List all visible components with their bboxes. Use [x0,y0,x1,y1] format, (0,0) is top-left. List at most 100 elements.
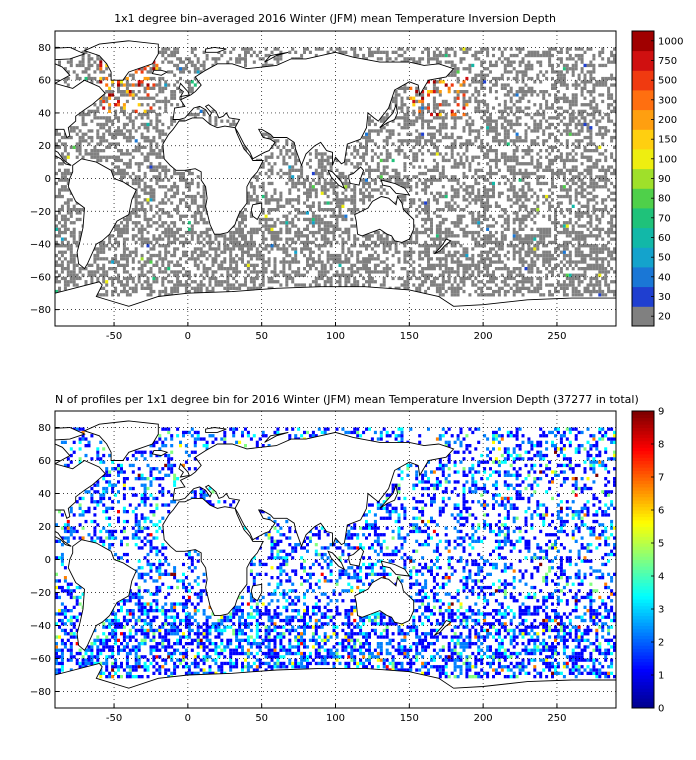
data-cell [182,67,185,71]
data-cell [122,162,126,166]
data-cell [462,267,466,271]
data-cell [533,142,537,146]
data-cell [492,53,495,58]
data-cell [229,247,233,251]
data-cell [503,129,507,133]
data-cell [117,227,120,231]
data-cell [512,276,516,281]
data-cell [474,50,478,54]
data-cell [474,283,478,287]
data-cell [412,119,416,123]
data-cell [297,178,301,182]
data-cell [217,57,221,61]
data-cell [580,204,584,208]
data-cell [311,224,315,228]
data-cell [515,149,519,153]
data-cell [300,165,304,169]
data-cell [397,145,401,149]
data-cell [187,194,191,199]
data-cell [244,217,247,222]
data-cell [279,198,283,202]
data-cell [297,230,301,235]
data-cell [474,139,478,143]
data-cell [489,171,492,176]
data-cell [300,53,304,58]
data-cell [503,119,507,123]
data-cell [55,224,58,228]
data-cell [143,175,147,179]
data-cell [122,224,126,228]
data-cell [137,90,141,94]
data-cell [131,93,135,97]
data-cell [574,286,578,290]
data-cell [551,191,554,195]
data-cell [128,73,132,77]
data-cell [468,126,472,130]
data-cell [503,263,507,267]
data-cell [453,178,457,182]
data-cell [329,263,333,267]
data-cell [574,158,578,163]
data-cell [291,280,295,284]
data-cell [489,90,492,94]
data-cell [244,250,247,254]
data-cell [483,145,487,149]
data-cell [468,63,472,68]
data-cell [317,276,321,281]
data-cell [527,185,531,189]
data-cell [317,217,321,222]
data-cell [586,135,590,140]
data-cell [536,76,540,81]
data-cell [518,280,522,284]
data-cell [424,289,428,294]
data-cell [208,276,212,281]
data-cell [465,204,469,208]
data-cell [524,260,528,264]
data-cell [66,283,70,287]
data-cell [430,244,433,248]
data-cell [500,152,504,156]
data-cell [427,106,430,110]
data-cell [459,217,463,222]
data-cell [279,221,283,225]
data-cell [421,283,425,287]
data-cell [503,47,507,51]
data-cell [542,260,546,264]
data-cell [409,240,413,245]
data-cell [341,250,345,254]
data-cell [55,129,58,133]
data-cell [574,165,578,169]
data-cell [382,270,386,274]
data-cell [418,116,422,120]
data-cell [571,168,575,172]
data-cell [294,260,298,264]
data-cell [261,162,265,166]
data-cell [187,283,191,287]
data-cell [412,109,416,113]
data-cell [471,175,475,179]
data-cell [515,194,519,199]
data-cell [120,289,123,294]
data-cell [108,132,112,136]
data-cell [249,194,253,199]
data-cell [494,80,498,84]
data-cell [489,293,492,297]
data-cell [164,175,168,179]
data-cell [509,181,513,186]
data-cell [556,112,560,117]
data-cell [465,224,469,228]
data-cell [403,165,407,169]
data-cell [105,270,109,274]
data-cell [264,237,268,241]
data-cell [161,155,165,159]
data-cell [155,181,159,186]
data-cell [273,224,277,228]
data-cell [574,263,578,267]
data-cell [562,286,566,290]
data-cell [430,227,433,231]
data-cell [506,244,510,248]
data-cell [500,122,504,127]
data-cell [146,250,150,254]
data-cell [164,289,168,294]
data-cell [158,76,162,81]
